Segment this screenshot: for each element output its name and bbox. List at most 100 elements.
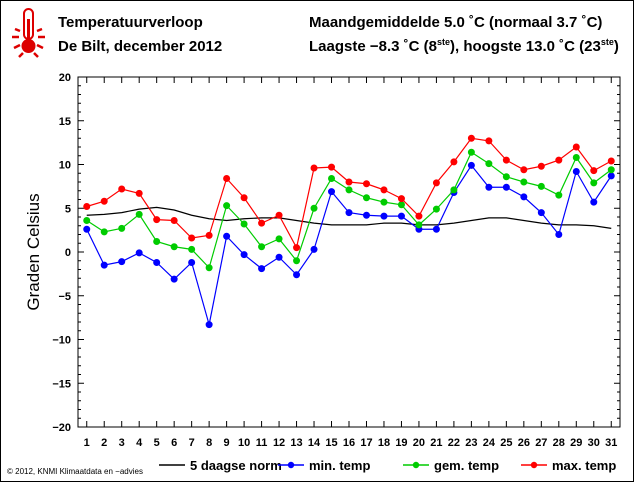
data-point xyxy=(590,167,598,175)
legend-swatch-marker xyxy=(530,461,538,469)
chart-subtitle: De Bilt, december 2012 xyxy=(58,38,223,55)
thermometer-icon xyxy=(12,8,45,58)
legend-swatch-marker xyxy=(287,461,295,469)
data-point xyxy=(572,168,580,175)
y-axis-label: Graden Celsius xyxy=(24,193,43,310)
x-tick-label: 18 xyxy=(378,437,390,449)
data-point xyxy=(118,185,126,193)
y-tick-label: −15 xyxy=(52,378,71,390)
x-tick-label: 1 xyxy=(84,437,90,449)
data-point xyxy=(397,195,405,203)
data-point xyxy=(170,275,178,283)
data-point xyxy=(555,231,563,238)
data-point xyxy=(432,179,440,187)
data-point xyxy=(310,204,318,212)
data-point xyxy=(397,212,405,220)
data-point xyxy=(520,166,528,174)
data-point xyxy=(537,182,545,190)
data-point xyxy=(188,259,196,266)
data-point xyxy=(293,271,301,279)
data-point xyxy=(467,134,475,142)
x-tick-label: 19 xyxy=(395,437,407,449)
monthly-average-summary: Maandgemiddelde 5.0 ˚C (normaal 3.7 ˚C) xyxy=(309,14,603,31)
data-point xyxy=(328,163,336,171)
data-point xyxy=(345,209,353,217)
data-point xyxy=(310,164,318,172)
x-tick-label: 12 xyxy=(273,437,285,449)
series-line xyxy=(86,206,612,229)
data-point xyxy=(415,212,423,220)
data-point xyxy=(502,173,510,181)
data-point xyxy=(275,211,283,219)
x-tick-label: 16 xyxy=(343,437,355,449)
data-point xyxy=(258,265,266,273)
x-tick-label: 3 xyxy=(119,437,125,449)
x-tick-label: 28 xyxy=(553,437,565,449)
data-point xyxy=(397,201,405,209)
data-point xyxy=(275,253,283,261)
data-point xyxy=(170,217,178,224)
data-point xyxy=(432,225,440,233)
x-tick-label: 25 xyxy=(500,437,512,449)
data-point xyxy=(607,172,615,180)
data-point xyxy=(555,191,563,199)
data-point xyxy=(590,198,598,206)
data-point xyxy=(240,220,248,228)
data-point xyxy=(293,257,301,265)
data-point xyxy=(223,175,231,182)
x-tick-label: 4 xyxy=(136,437,143,449)
x-tick-label: 26 xyxy=(518,437,530,449)
data-point xyxy=(310,245,318,253)
data-point xyxy=(485,183,493,191)
data-point xyxy=(205,231,213,239)
data-point xyxy=(380,212,388,220)
x-tick-label: 8 xyxy=(206,437,212,449)
copyright-note: © 2012, KNMI Klimaatdata en −advies xyxy=(7,467,143,476)
data-point xyxy=(572,154,580,161)
data-point xyxy=(537,209,545,217)
x-tick-label: 13 xyxy=(290,437,302,449)
x-tick-label: 7 xyxy=(189,437,195,449)
series-lines xyxy=(83,134,615,329)
data-point xyxy=(100,228,108,236)
data-point xyxy=(485,137,493,145)
legend-entry: max. temp xyxy=(521,458,616,473)
extremes-middle: ), hoogste 13.0 ˚C (23 xyxy=(449,38,601,55)
x-tick-label: 9 xyxy=(224,437,230,449)
extremes-summary: Laagste −8.3 ˚C (8ste), hoogste 13.0 ˚C … xyxy=(309,38,619,56)
data-point xyxy=(83,203,91,210)
series-2 xyxy=(83,161,615,329)
y-tick-label: −10 xyxy=(52,335,71,347)
data-point xyxy=(345,186,353,194)
data-point xyxy=(328,175,336,182)
data-point xyxy=(607,166,615,174)
data-point xyxy=(153,238,161,245)
y-tick-label: −20 xyxy=(52,422,71,434)
x-tick-label: 20 xyxy=(413,437,425,449)
series-4 xyxy=(83,134,615,252)
data-point xyxy=(520,193,528,201)
data-point xyxy=(467,148,475,156)
data-point xyxy=(135,210,143,218)
data-point xyxy=(362,194,370,202)
extremes-prefix: Laagste −8.3 ˚C (8 xyxy=(309,38,437,55)
x-tick-label: 2 xyxy=(101,437,107,449)
data-point xyxy=(485,160,493,168)
x-tick-label: 30 xyxy=(588,437,600,449)
x-tick-label: 31 xyxy=(605,437,617,449)
data-point xyxy=(153,259,161,266)
data-point xyxy=(188,245,196,253)
data-point xyxy=(450,158,458,166)
data-point xyxy=(380,198,388,206)
data-point xyxy=(258,243,266,251)
data-point xyxy=(240,251,248,259)
data-point xyxy=(135,249,143,257)
legend-entry: min. temp xyxy=(278,458,370,473)
data-point xyxy=(83,217,91,224)
data-point xyxy=(258,219,266,227)
data-point xyxy=(450,186,458,194)
data-point xyxy=(467,161,475,169)
